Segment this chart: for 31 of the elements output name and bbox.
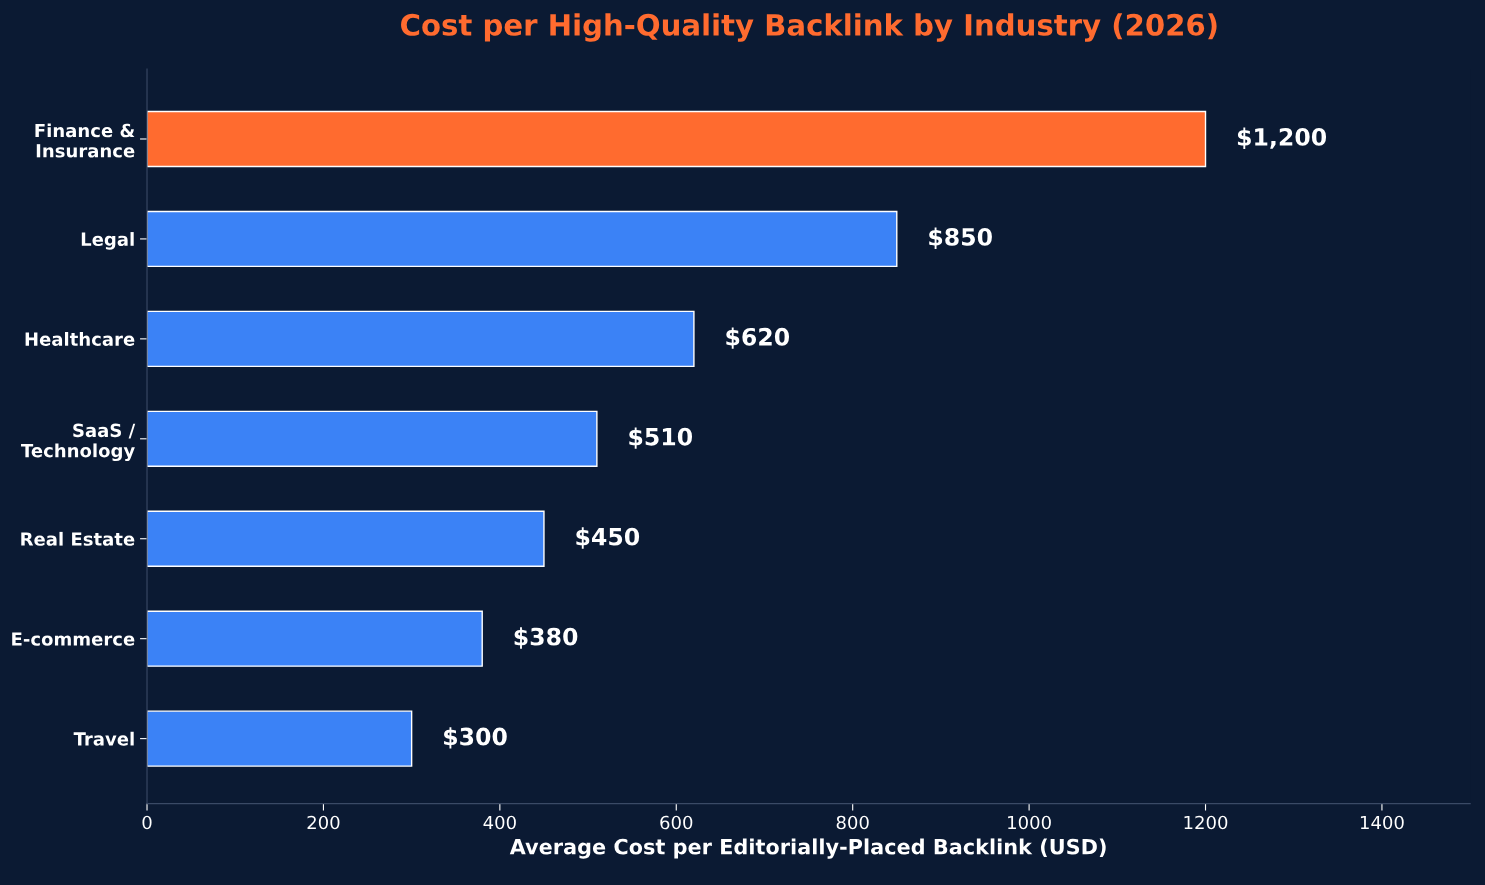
y-tick-label: SaaS / Technology — [21, 423, 136, 462]
bar — [147, 410, 598, 467]
data-label: $380 — [514, 627, 578, 649]
x-tick-label: 600 — [660, 815, 693, 830]
x-tick-label: 800 — [836, 815, 869, 830]
chart-title: Cost per High-Quality Backlink by Industry (2026) — [401, 13, 1217, 42]
x-tick-label: 1200 — [1184, 815, 1228, 830]
x-tick-label: 400 — [483, 815, 516, 830]
bar — [147, 510, 545, 567]
data-label: $850 — [929, 227, 992, 249]
y-tick-label: Healthcare — [25, 332, 135, 346]
bar — [147, 310, 695, 368]
data-label: $510 — [629, 427, 693, 449]
x-tick-label: 200 — [307, 815, 340, 830]
x-tick-label: 1400 — [1360, 815, 1404, 830]
data-label: $1,200 — [1237, 127, 1327, 149]
y-tick-label: E-commerce — [12, 632, 135, 646]
x-tick-label: 1000 — [1008, 815, 1051, 830]
x-axis-title: Average Cost per Editorially-Placed Backlink (USD) — [509, 838, 1106, 859]
data-label: $300 — [444, 727, 507, 749]
data-label: $620 — [726, 327, 790, 349]
data-label: $450 — [576, 527, 640, 549]
bar — [147, 110, 1207, 168]
y-tick-label: Travel — [73, 731, 134, 746]
bar — [147, 610, 483, 667]
bar — [147, 210, 898, 268]
y-tick-label: Finance & Insurance — [35, 123, 135, 158]
y-tick-label: Real Estate — [21, 531, 135, 546]
y-tick-label: Legal — [81, 232, 134, 250]
x-tick-label: 0 — [142, 815, 152, 830]
bar — [147, 710, 413, 767]
